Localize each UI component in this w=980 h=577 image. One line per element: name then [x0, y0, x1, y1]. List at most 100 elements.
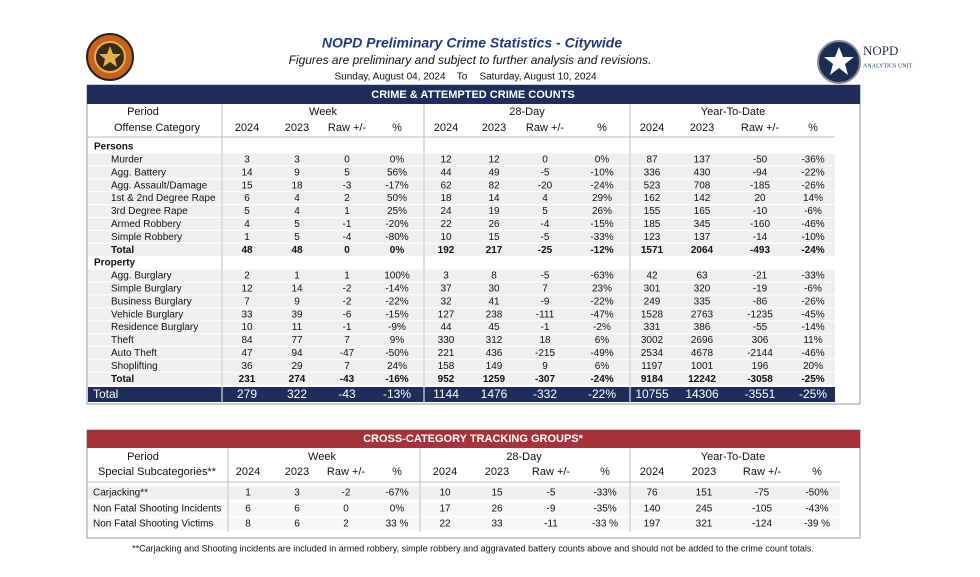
cell: 4 [542, 193, 548, 204]
cell: -14 [753, 232, 768, 243]
cell: 22 [440, 219, 452, 230]
row-stripe [223, 243, 423, 256]
cell: -6% [804, 206, 822, 217]
cell: 1 [294, 271, 300, 282]
cell: 330 [438, 335, 455, 346]
cell: -22% [385, 296, 408, 307]
cell: 77 [291, 335, 303, 346]
cell: 62 [440, 180, 452, 191]
cell: 18 [539, 335, 551, 346]
end-date: Saturday, August 10, 2024 [479, 72, 597, 83]
cell: 238 [486, 309, 503, 320]
cell: -3 [343, 180, 352, 191]
cell: 10 [439, 488, 451, 499]
cell: 2064 [691, 245, 714, 256]
cell: 9 [542, 361, 548, 372]
cell: -307 [535, 374, 555, 385]
cell: 15 [491, 488, 503, 499]
row-stripe [631, 230, 835, 243]
cell: 42 [646, 271, 658, 282]
cell: -20 [538, 180, 553, 191]
row-stripe [223, 295, 423, 308]
cell: -86 [753, 296, 768, 307]
cell: 48 [241, 245, 253, 256]
row-stripe [88, 321, 221, 334]
row-stripe [631, 179, 835, 192]
column-header: Raw +/- [532, 466, 571, 478]
cell: 9 [294, 167, 300, 178]
row-stripe [88, 179, 221, 192]
grand-total-cell: -3551 [745, 387, 776, 401]
cell: -10% [590, 167, 613, 178]
cell: -25% [801, 374, 824, 385]
cell: -2% [593, 322, 611, 333]
row-stripe [88, 153, 221, 166]
cell: 249 [644, 296, 661, 307]
grand-total-cell: -25% [799, 387, 827, 401]
cell: 137 [694, 155, 711, 166]
cell: 274 [289, 374, 306, 385]
cell: 0 [343, 504, 349, 515]
cell: -12% [590, 245, 613, 256]
cell: -35% [593, 504, 616, 515]
row-stripe [631, 517, 840, 531]
cell: 952 [438, 374, 455, 385]
grand-total-cell: 279 [237, 387, 257, 401]
cell: 33 % [386, 519, 409, 530]
table2-banner-bg [87, 430, 860, 448]
cell: -43 [340, 374, 355, 385]
cell: -5 [541, 232, 550, 243]
cell: -11 [544, 519, 558, 530]
cell: 158 [438, 361, 455, 372]
column-header: Raw +/- [743, 466, 782, 478]
cell: -5 [541, 271, 550, 282]
cell: 87 [646, 155, 658, 166]
cell: -124 [752, 519, 772, 530]
cell: -26% [801, 180, 824, 191]
cell: 18 [440, 193, 452, 204]
cell: -94 [753, 167, 768, 178]
row-label: Non Fatal Shooting Incidents [93, 504, 221, 515]
cell: 1 [344, 271, 350, 282]
row-label: Residence Burglary [111, 322, 198, 333]
cell: -2 [343, 296, 352, 307]
row-label: Murder [111, 155, 143, 166]
row-stripe [223, 217, 423, 230]
cell: 2 [244, 271, 250, 282]
cell: -46% [801, 219, 824, 230]
column-header: 2024 [433, 466, 457, 478]
cell: 6 [245, 504, 251, 515]
row-stripe [88, 282, 221, 295]
cell: 30 [488, 284, 500, 295]
cell: 14% [803, 193, 823, 204]
row-stripe [88, 230, 221, 243]
cell: 26 [488, 219, 500, 230]
grand-total-cell: -22% [588, 387, 616, 401]
cell: -43% [805, 504, 828, 515]
cell: 155 [644, 206, 661, 217]
cell: 23% [592, 284, 612, 295]
cell: 331 [644, 322, 661, 333]
cell: -26% [801, 296, 824, 307]
cell: 1259 [483, 374, 506, 385]
row-stripe [88, 502, 227, 516]
row-stripe [88, 192, 221, 205]
cell: 386 [694, 322, 711, 333]
grand-total-cell: 14306 [685, 387, 719, 401]
row-stripe [631, 502, 840, 516]
cell: -50% [385, 348, 408, 359]
column-header: 2024 [640, 466, 664, 478]
cell: 137 [694, 232, 711, 243]
row-label: 1st & 2nd Degree Rape [111, 193, 216, 204]
cell: 5 [294, 219, 300, 230]
row-stripe [229, 486, 419, 500]
column-header: Raw +/- [741, 122, 780, 134]
cell: 20% [803, 361, 823, 372]
cell: 14 [488, 193, 500, 204]
cell: 192 [438, 245, 455, 256]
row-label: Total [111, 245, 134, 256]
cell: 1 [244, 232, 250, 243]
grand-total-cell: 322 [287, 387, 307, 401]
row-stripe [425, 346, 629, 359]
